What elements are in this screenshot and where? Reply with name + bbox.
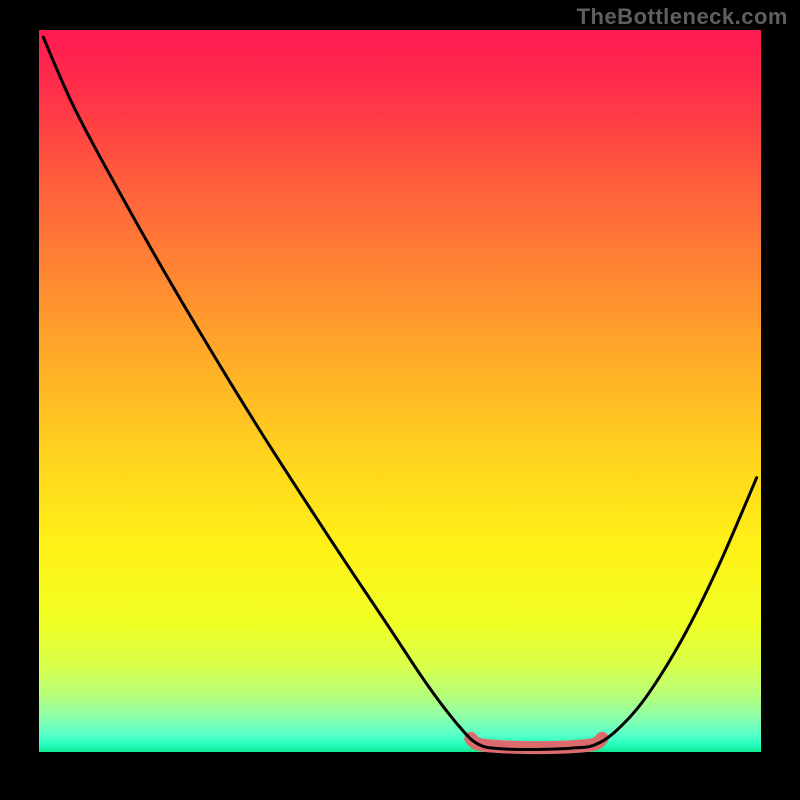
- bottleneck-chart: [0, 0, 800, 800]
- watermark-text: TheBottleneck.com: [577, 4, 788, 30]
- chart-container: TheBottleneck.com: [0, 0, 800, 800]
